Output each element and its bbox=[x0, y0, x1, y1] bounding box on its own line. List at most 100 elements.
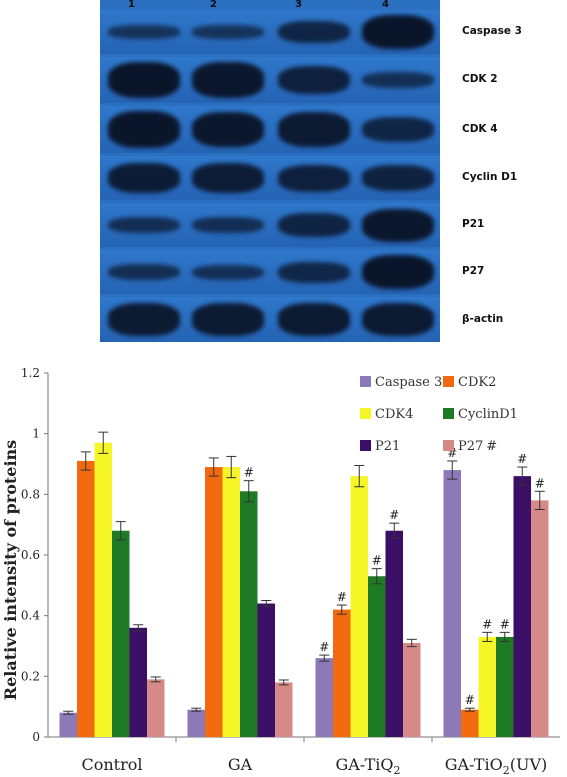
blot-band bbox=[108, 303, 180, 336]
chart-legend: Caspase 3 CDK2 CDK4 CyclinD1 P21 P27 # bbox=[360, 375, 518, 454]
legend-swatch bbox=[443, 376, 454, 387]
blot-row bbox=[100, 203, 440, 247]
y-tick-label: 0.8 bbox=[21, 487, 40, 501]
x-tick-label: GA-TiO2(UV) bbox=[445, 755, 548, 777]
bar bbox=[240, 491, 258, 737]
blot-row-label: CDK 4 bbox=[462, 122, 498, 135]
bar bbox=[315, 658, 333, 737]
chart-bars: # # # # # # # # # # # bbox=[59, 431, 549, 737]
lane-number-4: 4 bbox=[382, 0, 389, 10]
bar bbox=[496, 636, 514, 737]
x-tick-label: Control bbox=[81, 755, 142, 774]
legend-swatch bbox=[443, 440, 454, 451]
bar bbox=[350, 476, 368, 737]
blot-row bbox=[100, 106, 440, 153]
bar bbox=[478, 636, 496, 737]
blot-band bbox=[362, 303, 434, 336]
blot-row-label: β-actin bbox=[462, 312, 504, 325]
x-tick-label: GA-TiQ2 bbox=[335, 755, 400, 777]
blot-row bbox=[100, 250, 440, 294]
blot-row bbox=[100, 10, 440, 54]
blot-band bbox=[108, 163, 180, 193]
x-tick-label-base: GA-TiO bbox=[445, 755, 503, 774]
blot-row bbox=[100, 57, 440, 103]
blot-band bbox=[108, 216, 180, 234]
bar bbox=[368, 576, 386, 737]
bar bbox=[94, 442, 112, 737]
blot-band bbox=[192, 264, 264, 280]
legend-significance-mark: # bbox=[486, 439, 497, 454]
legend-label: Caspase 3 bbox=[375, 375, 442, 390]
blot-band bbox=[192, 163, 264, 193]
y-tick-label: 1.2 bbox=[21, 366, 40, 380]
y-tick-label: 0 bbox=[32, 730, 40, 744]
blot-band bbox=[362, 72, 434, 88]
x-tick-label-base: GA-TiQ bbox=[335, 755, 393, 774]
legend-swatch bbox=[360, 440, 371, 451]
x-tick-label-base: Control bbox=[81, 755, 142, 774]
legend-swatch bbox=[360, 376, 371, 387]
y-tick-label: 0.6 bbox=[21, 548, 40, 562]
x-tick-label-subscript: 2 bbox=[503, 764, 510, 777]
western-blot-panel bbox=[100, 0, 440, 342]
blot-band bbox=[108, 61, 180, 99]
lane-number-1: 1 bbox=[128, 0, 135, 10]
blot-band bbox=[278, 213, 350, 237]
bar bbox=[385, 530, 403, 737]
blot-row-label: P27 bbox=[462, 265, 485, 277]
blot-band bbox=[108, 25, 180, 39]
bar bbox=[59, 712, 77, 737]
blot-band bbox=[278, 261, 350, 283]
blot-band bbox=[192, 111, 264, 148]
y-tick-label: 0.4 bbox=[21, 609, 40, 623]
x-tick-labels: Control GA GA-TiQ2 GA-TiO2(UV) bbox=[81, 755, 547, 777]
y-tick-label: 1 bbox=[32, 427, 40, 441]
blot-band bbox=[362, 208, 434, 242]
legend-swatch bbox=[443, 408, 454, 419]
significance-mark: # bbox=[244, 466, 254, 480]
blot-band bbox=[192, 216, 264, 234]
blot-band bbox=[278, 20, 350, 44]
blot-band bbox=[192, 62, 264, 98]
legend-label: CyclinD1 bbox=[458, 407, 518, 422]
bar bbox=[531, 500, 549, 737]
blot-row bbox=[100, 156, 440, 200]
significance-mark: # bbox=[389, 508, 399, 522]
legend-swatch bbox=[360, 408, 371, 419]
blot-band bbox=[108, 110, 180, 149]
significance-mark: # bbox=[482, 617, 492, 631]
blot-band bbox=[362, 117, 434, 142]
blot-band bbox=[278, 164, 350, 192]
legend-label: P21 bbox=[375, 439, 400, 454]
legend-label: CDK4 bbox=[375, 407, 413, 422]
blot-band bbox=[108, 263, 180, 281]
legend-label: CDK2 bbox=[458, 375, 496, 390]
significance-mark: # bbox=[517, 452, 527, 466]
blot-band bbox=[192, 25, 264, 39]
bar bbox=[443, 470, 461, 737]
blot-band bbox=[362, 14, 434, 50]
lane-number-2: 2 bbox=[210, 0, 217, 10]
blot-row-label: Caspase 3 bbox=[462, 25, 522, 37]
blot-row bbox=[100, 297, 440, 342]
blot-band bbox=[192, 303, 264, 336]
bar bbox=[112, 530, 130, 737]
blot-band bbox=[278, 112, 350, 147]
bar bbox=[513, 476, 531, 737]
blot-band bbox=[362, 254, 434, 290]
x-tick-label: GA bbox=[228, 755, 253, 774]
significance-mark: # bbox=[500, 617, 510, 631]
significance-mark: # bbox=[319, 640, 329, 654]
bar bbox=[187, 709, 205, 737]
x-tick-label-suffix: (UV) bbox=[510, 755, 548, 774]
bar bbox=[77, 460, 95, 737]
significance-mark: # bbox=[535, 476, 545, 490]
blot-band bbox=[362, 165, 434, 191]
bar bbox=[222, 467, 240, 737]
significance-mark: # bbox=[465, 693, 475, 707]
blot-row-label: CDK 2 bbox=[462, 73, 498, 85]
bar bbox=[461, 709, 479, 737]
y-axis-label: Relative intensity of proteins bbox=[1, 440, 20, 700]
x-tick-label-base: GA bbox=[228, 755, 253, 774]
